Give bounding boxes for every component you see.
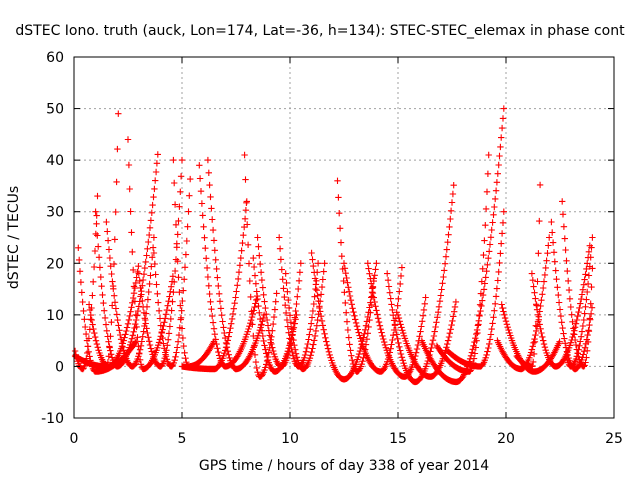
y-tick-label: 20 <box>46 256 64 272</box>
x-tick-label: 0 <box>70 431 79 447</box>
y-tick-label: 60 <box>46 50 64 66</box>
series-arc-06 <box>103 218 158 370</box>
x-tick-label: 25 <box>605 431 623 447</box>
data-points <box>92 151 161 370</box>
data-points <box>178 198 250 373</box>
data-points <box>71 110 122 370</box>
series-arc-33 <box>559 198 596 370</box>
data-points <box>103 218 158 370</box>
x-tick-label: 20 <box>497 431 515 447</box>
y-axis-label: dSTEC / TECUs <box>6 186 22 289</box>
x-tick-label: 15 <box>389 431 407 447</box>
data-points <box>254 234 304 370</box>
data-points <box>276 234 322 370</box>
series-arc-17 <box>276 234 322 370</box>
data-points <box>204 156 268 373</box>
series-arc-26 <box>433 151 492 375</box>
series-arc-04 <box>85 263 142 370</box>
series-arc-20 <box>334 177 377 375</box>
data-points <box>384 182 457 386</box>
plot-area <box>71 105 596 386</box>
series-arc-13 <box>204 156 268 373</box>
y-tick-label: 40 <box>46 153 64 169</box>
series-arc-01 <box>71 110 122 370</box>
axes: 0 5 10 15 20 25 -10 0 10 20 30 40 50 60 <box>41 50 623 447</box>
x-tick-label: 5 <box>178 431 187 447</box>
series-arc-21 <box>340 260 406 375</box>
data-points <box>444 208 507 370</box>
data-points <box>334 177 377 375</box>
series-arc-34 <box>563 234 596 370</box>
data-points <box>135 156 186 370</box>
series-arc-16 <box>254 234 304 370</box>
data-points <box>85 263 142 370</box>
data-points <box>150 175 194 370</box>
data-points <box>528 242 593 370</box>
series-arc-05 <box>92 151 161 370</box>
y-tick-label: 30 <box>46 205 64 221</box>
data-points <box>340 260 406 375</box>
data-points <box>513 181 544 370</box>
series-arc-30 <box>513 181 544 370</box>
y-tick-label: 50 <box>46 102 64 118</box>
x-tick-label: 10 <box>281 431 299 447</box>
series-arc-11 <box>178 198 250 373</box>
series-arc-27 <box>444 208 507 370</box>
data-points <box>433 151 492 375</box>
data-points <box>559 198 596 370</box>
series-arc-29 <box>494 234 553 373</box>
series-arc-09 <box>150 175 194 370</box>
series-arc-23 <box>384 182 457 386</box>
y-tick-label: -10 <box>41 411 64 427</box>
y-tick-label: 0 <box>55 359 64 375</box>
plot-frame <box>73 56 615 419</box>
y-tick-label: 10 <box>46 308 64 324</box>
series-arc-31 <box>528 242 593 370</box>
data-points <box>494 234 553 373</box>
chart-title: dSTEC Iono. truth (auck, Lon=174, Lat=-3… <box>15 23 625 39</box>
series-arc-08 <box>135 156 186 370</box>
x-axis-label: GPS time / hours of day 338 of year 2014 <box>199 458 489 474</box>
data-points <box>563 234 596 370</box>
